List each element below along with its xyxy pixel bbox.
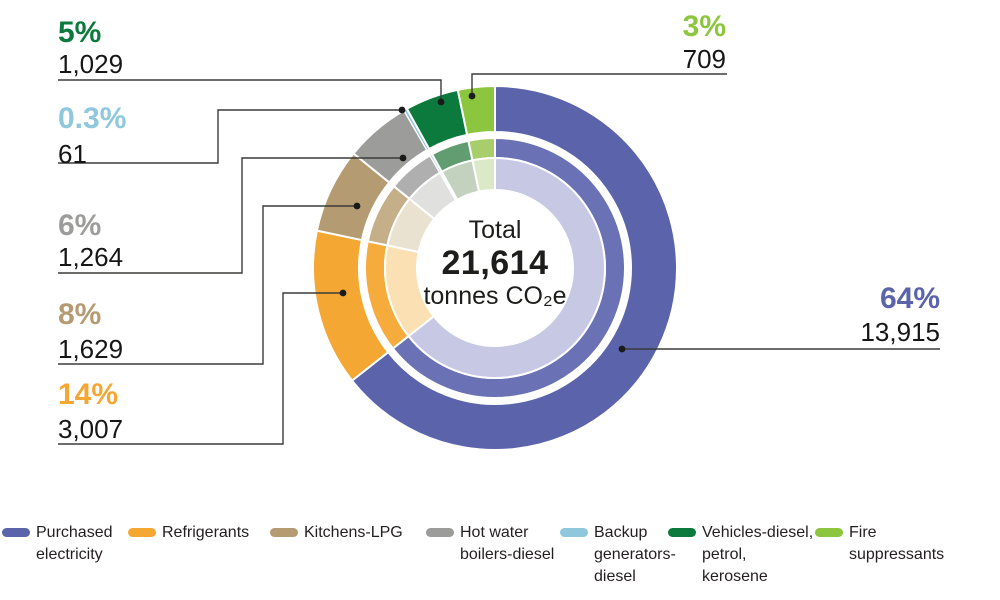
legend-label-backup-generators: Backup generators- diesel	[594, 524, 676, 585]
legend-label-vehicles: Vehicles-diesel, petrol, kerosene	[702, 524, 814, 585]
total-label: Total	[468, 216, 522, 244]
legend-swatch-hot-water-boilers	[426, 528, 454, 537]
segment-purchased-ring1	[350, 84, 678, 451]
total-unit: tonnes CO₂e	[423, 282, 567, 310]
callout-line-fire	[471, 73, 727, 96]
callout-refrigerants-value: 3,007	[58, 414, 124, 444]
callout-kitchens-pct: 8%	[58, 298, 102, 331]
legend-swatch-refrigerants	[128, 528, 156, 537]
callout-vehicles-value: 1,029	[58, 49, 124, 79]
callout-line-hotwater	[58, 157, 403, 274]
callout-dot-fire	[468, 92, 476, 100]
legend-label-hot-water-boilers: Hot water boilers-diesel	[460, 524, 555, 563]
callout-dot-kitchens	[353, 202, 361, 210]
legend-label-fire-suppressants: Fire suppressants	[849, 524, 945, 563]
callout-hotwater-pct: 6%	[58, 209, 102, 242]
callout-line-kitchens	[58, 205, 357, 365]
callout-dot-vehicles	[437, 98, 445, 106]
legend-item-hot-water-boilers: Hot water boilers-diesel	[426, 522, 554, 566]
callout-fire-pct: 3%	[682, 10, 726, 43]
callout-kitchens-value: 1,629	[58, 334, 124, 364]
legend-item-purchased-electricity: Purchased electricity	[2, 522, 113, 566]
segment-fire-ring2	[467, 136, 496, 162]
legend-label-refrigerants: Refrigerants	[162, 524, 250, 541]
legend-item-kitchens-lpg: Kitchens-LPG	[270, 522, 403, 544]
callout-dot-purchased	[618, 345, 626, 353]
legend-label-purchased-electricity: Purchased electricity	[36, 524, 113, 563]
segment-fire-ring3	[471, 156, 496, 193]
callout-line-refrigerants	[58, 292, 343, 445]
legend-item-vehicles: Vehicles-diesel, petrol, kerosene	[668, 522, 813, 588]
legend-item-backup-generators: Backup generators- diesel	[560, 522, 676, 588]
legend-swatch-kitchens-lpg	[270, 528, 298, 537]
legend-swatch-vehicles	[668, 528, 696, 537]
legend-swatch-purchased-electricity	[2, 528, 30, 537]
total-value: 21,614	[441, 244, 549, 282]
callout-backup-pct: 0.3%	[58, 102, 127, 135]
callout-dot-hotwater	[399, 154, 407, 162]
callout-purchased-value: 13,915	[860, 317, 940, 347]
callout-line-backup	[58, 109, 402, 164]
segment-purchased-ring3	[407, 156, 606, 379]
callout-dot-backup	[398, 106, 406, 114]
callout-refrigerants-pct: 14%	[58, 378, 119, 411]
legend-swatch-fire-suppressants	[815, 528, 843, 537]
legend-item-refrigerants: Refrigerants	[128, 522, 249, 544]
callout-dot-refrigerants	[339, 289, 347, 297]
callout-purchased-pct: 64%	[879, 282, 940, 315]
callout-vehicles-pct: 5%	[58, 16, 102, 49]
legend-label-kitchens-lpg: Kitchens-LPG	[304, 524, 403, 541]
callout-line-vehicles	[58, 79, 442, 102]
callout-backup-value: 61	[58, 139, 87, 169]
callout-hotwater-value: 1,264	[58, 242, 124, 272]
donut-center-text: Total 21,614 tonnes CO₂e	[345, 216, 645, 310]
legend-item-fire-suppressants: Fire suppressants	[815, 522, 944, 566]
legend-swatch-backup-generators	[560, 528, 588, 537]
callout-fire-value: 709	[682, 44, 726, 74]
segment-fire-ring1	[456, 84, 496, 137]
